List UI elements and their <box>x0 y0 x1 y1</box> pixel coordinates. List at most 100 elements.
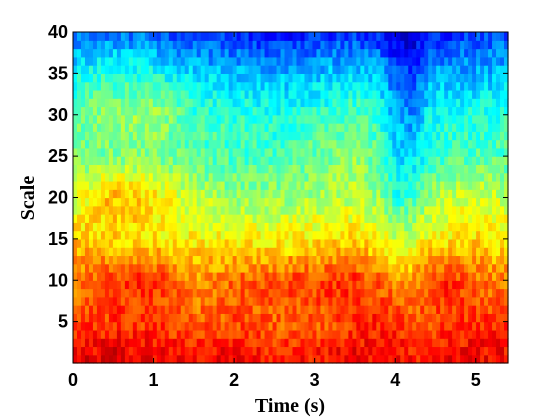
heatmap-cell <box>452 147 457 157</box>
heatmap-cell <box>504 305 509 314</box>
heatmap-cell <box>388 32 393 41</box>
heatmap-cell <box>488 305 493 314</box>
heatmap-cell <box>456 354 461 364</box>
heatmap-cell <box>492 65 497 74</box>
heatmap-cell <box>344 106 349 116</box>
heatmap-cell <box>172 238 178 248</box>
heatmap-cell <box>228 164 234 174</box>
heatmap-cell <box>432 354 437 364</box>
heatmap-cell <box>220 114 226 124</box>
heatmap-cell <box>80 321 86 331</box>
heatmap-cell <box>212 89 218 99</box>
heatmap-cell <box>192 89 198 99</box>
heatmap-cell <box>264 305 270 314</box>
heatmap-cell <box>324 346 330 356</box>
heatmap-cell <box>148 139 154 149</box>
heatmap-cell <box>176 305 182 314</box>
heatmap-cell <box>120 164 126 174</box>
heatmap-cell <box>452 296 457 306</box>
heatmap-cell <box>372 329 377 339</box>
heatmap-cell <box>420 313 425 323</box>
heatmap-cell <box>320 346 326 356</box>
heatmap-cell <box>73 271 78 281</box>
heatmap-cell <box>440 321 445 331</box>
heatmap-cell <box>100 89 106 99</box>
heatmap-cell <box>316 280 322 290</box>
heatmap-cell <box>352 73 357 83</box>
heatmap-cell <box>204 164 210 174</box>
heatmap-cell <box>84 288 90 298</box>
heatmap-cell <box>408 156 413 166</box>
heatmap-cell <box>224 288 230 298</box>
heatmap-cell <box>392 114 397 124</box>
heatmap-cell <box>244 321 250 331</box>
heatmap-cell <box>108 40 114 50</box>
heatmap-cell <box>292 156 298 166</box>
heatmap-cell <box>228 48 234 58</box>
heatmap-cell <box>404 197 409 207</box>
heatmap-cell <box>88 189 94 199</box>
heatmap-cell <box>340 230 345 240</box>
heatmap-cell <box>136 180 142 190</box>
heatmap-cell <box>332 280 337 290</box>
heatmap-cell <box>168 81 174 91</box>
heatmap-cell <box>284 73 290 83</box>
heatmap-cell <box>472 123 477 132</box>
heatmap-cell <box>496 65 501 74</box>
heatmap-cell <box>73 156 78 166</box>
heatmap-cell <box>88 222 94 232</box>
heatmap-cell <box>364 280 369 290</box>
heatmap-cell <box>232 263 238 273</box>
heatmap-cell <box>380 329 385 339</box>
heatmap-cell <box>92 40 98 50</box>
heatmap-cell <box>280 48 286 58</box>
heatmap-cell <box>480 238 485 248</box>
heatmap-cell <box>372 280 377 290</box>
heatmap-cell <box>444 305 449 314</box>
heatmap-cell <box>464 288 469 298</box>
heatmap-cell <box>344 89 349 99</box>
heatmap-cell <box>308 205 314 215</box>
heatmap-cell <box>384 48 389 58</box>
heatmap-cell <box>88 56 94 66</box>
heatmap-cell <box>92 205 98 215</box>
heatmap-cell <box>248 98 254 108</box>
heatmap-cell <box>136 98 142 108</box>
heatmap-cell <box>100 205 106 215</box>
heatmap-cell <box>384 123 389 132</box>
heatmap-cell <box>264 313 270 323</box>
heatmap-cell <box>336 156 341 166</box>
heatmap-cell <box>264 81 270 91</box>
heatmap-cell <box>396 313 401 323</box>
heatmap-cell <box>384 106 389 116</box>
heatmap-cell <box>232 106 238 116</box>
heatmap-cell <box>504 255 509 265</box>
heatmap-cell <box>260 164 266 174</box>
heatmap-cell <box>244 147 250 157</box>
heatmap-cell <box>300 172 306 182</box>
heatmap-cell <box>84 48 90 58</box>
heatmap-cell <box>412 280 417 290</box>
heatmap-cell <box>140 263 146 273</box>
heatmap-cell <box>196 255 202 265</box>
heatmap-cell <box>448 214 453 223</box>
heatmap-cell <box>316 172 322 182</box>
heatmap-cell <box>108 123 114 132</box>
heatmap-cell <box>208 313 214 323</box>
heatmap-cell <box>152 271 158 281</box>
heatmap-cell <box>344 222 349 232</box>
heatmap-cell <box>104 255 110 265</box>
heatmap-cell <box>156 205 162 215</box>
heatmap-cell <box>252 40 258 50</box>
heatmap-cell <box>164 338 170 348</box>
heatmap-cell <box>184 205 190 215</box>
heatmap-cell <box>304 164 310 174</box>
heatmap-cell <box>460 131 465 141</box>
heatmap-cell <box>320 280 326 290</box>
heatmap-cell <box>280 40 286 50</box>
heatmap-cell <box>148 247 154 257</box>
heatmap-cell <box>364 172 369 182</box>
heatmap-cell <box>312 123 318 132</box>
heatmap-cell <box>144 65 150 74</box>
heatmap-cell <box>116 114 122 124</box>
